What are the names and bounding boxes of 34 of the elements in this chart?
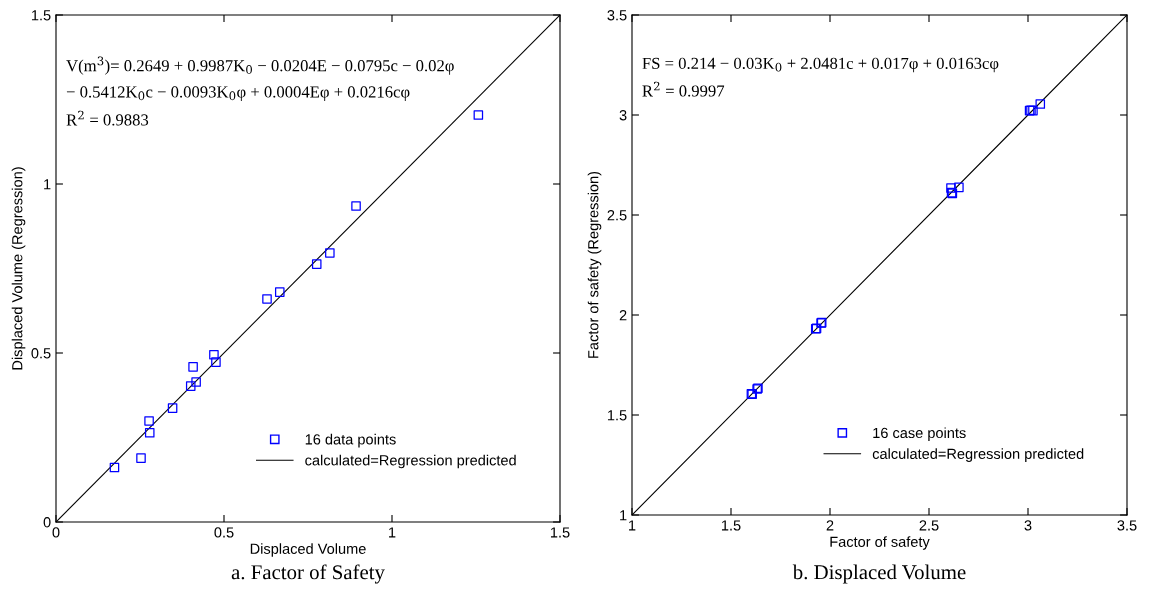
x-tick-label: 1.5 xyxy=(550,527,570,538)
y-tick-label: 1.5 xyxy=(607,410,627,421)
x-tick-label: 1.5 xyxy=(721,520,741,531)
x-tick-label: 1 xyxy=(629,520,636,531)
legend-label: 16 data points xyxy=(305,433,396,448)
text: b. Displaced Volume xyxy=(792,564,966,584)
annotation: V(m$^{3}$)= 0.2649 + 0.9987K$_{0}$ − 0.0204E − 0.0795c − 0.02φ xyxy=(66,56,454,75)
x-tick-label: 1 xyxy=(389,527,396,538)
annotation: R$^{2}$ = 0.9883 xyxy=(66,110,149,126)
annotation: R$^{2}$ = 0.9997 xyxy=(642,81,725,97)
legend-label: calculated=Regression predicted xyxy=(872,448,1084,462)
x-tick-label: 0 xyxy=(52,527,60,538)
x-axis-title: Displaced Volume xyxy=(250,543,366,557)
legend-label: 16 case points xyxy=(873,427,966,441)
y-tick-label: 1 xyxy=(620,510,627,521)
y-tick-label: 3.5 xyxy=(607,10,627,21)
y-tick-label: 2.5 xyxy=(607,210,627,221)
annotation: FS = 0.214 − 0.03K$_{0}$ + 2.0481c + 0.017φ + 0.0163cφ xyxy=(642,57,999,73)
x-tick-label: 0.5 xyxy=(214,527,234,538)
x-axis-title: Factor of safety xyxy=(830,536,930,550)
x-tick-label: 2 xyxy=(826,520,834,531)
y-tick-label: 2 xyxy=(619,310,627,321)
x-tick-label: 3 xyxy=(1024,520,1032,531)
x-tick-label: 2.5 xyxy=(919,520,939,531)
legend-label: calculated=Regression predicted xyxy=(305,454,516,469)
y-tick-label: 1.5 xyxy=(31,10,51,21)
y-tick-label: 0.5 xyxy=(31,348,51,359)
y-axis-title: Displaced Volume (Regression) xyxy=(11,167,26,370)
y-tick-label: 3 xyxy=(619,110,627,121)
y-tick-label: 1 xyxy=(44,179,51,190)
x-tick-label: 3.5 xyxy=(1117,520,1137,531)
y-axis-title: Factor of safety (Regression) xyxy=(587,171,602,358)
text: a. Factor of Safety xyxy=(231,564,385,584)
annotation: − 0.5412K$_{0}$c − 0.0093K$_{0}$φ + 0.0004Eφ + 0.0216cφ xyxy=(66,86,410,101)
